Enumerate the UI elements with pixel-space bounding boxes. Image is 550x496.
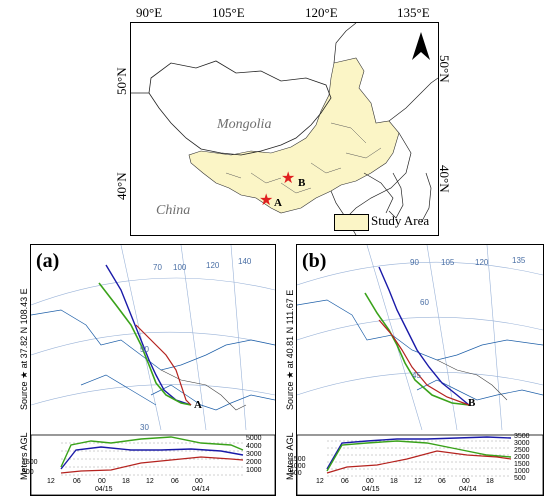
panel-b-date-1: 04/14 [459,486,477,493]
panel-b-ytick-left-0: 1500 [290,456,306,463]
agl-blue-b [326,436,512,470]
panel-b-point-label: B [468,397,476,409]
star-b-icon: ★ [281,170,296,187]
panel-a-ytick-right-1: 4000 [246,443,262,450]
panel-a-ytick-right-0: 5000 [246,435,262,442]
lat-label-left-40: 40°N [114,172,129,200]
china-label: China [156,203,191,218]
japan-outline [420,172,432,224]
panel-b-ytick-left-1: 1000 [290,463,306,470]
agl-red-b [326,450,512,474]
north-arrow-icon [410,30,432,62]
panel-a-grid-120: 120 [206,261,220,270]
panel-a [30,244,276,496]
panel-b-label: (b) [302,250,327,272]
panel-a-label: (a) [36,250,60,272]
agl-green-a [60,436,244,468]
panel-a-ytick-left-0: 1500 [22,459,38,466]
panel-a-svg [31,245,275,495]
panel-b-grid-45: 45 [412,371,421,380]
panel-b-ytick-right-1: 3000 [514,440,530,447]
panel-a-date-0: 04/15 [95,486,113,493]
panel-b-xtick-1: 06 [341,478,349,485]
panel-b-date-0: 04/15 [362,486,380,493]
panel-b-xtick-3: 18 [390,478,398,485]
panel-a-grid-70: 70 [153,263,162,272]
panel-a-ytick-right-2: 3000 [246,451,262,458]
panel-b-grid-120: 120 [475,258,489,267]
panel-b-xtick-4: 12 [414,478,422,485]
panel-a-xtick-0: 12 [47,478,55,485]
panel-b [296,244,544,496]
panel-b-svg [297,245,543,495]
trajectory-green-b [364,292,470,406]
panel-b-grid-135: 135 [512,256,526,265]
lon-label-105: 105°E [212,5,245,20]
panel-a-ytick-right-3: 2000 [246,459,262,466]
mongolia-label: Mongolia [217,117,272,132]
panel-b-ytick-right-0: 3500 [514,433,530,440]
korea-outline [388,172,404,219]
coastline [131,23,438,235]
panel-b-xtick-5: 06 [438,478,446,485]
study-area-legend-swatch [334,214,369,231]
panel-a-grid-30: 30 [140,423,149,432]
panel-a-source: Source ★ at 37.82 N 108.43 E [19,288,29,410]
trajectory-blue [105,264,192,406]
panel-b-grid-60: 60 [420,298,429,307]
panel-b-xtick-7: 18 [486,478,494,485]
panel-a-date-1: 04/14 [192,486,210,493]
panel-a-xtick-3: 18 [122,478,130,485]
point-a-label: A [274,197,282,209]
star-a-icon: ★ [259,192,274,209]
panel-a-xtick-6: 00 [195,478,203,485]
trajectory-red [135,324,192,406]
study-area-legend-label: Study Area [371,213,430,228]
lat-label-left-50: 50°N [114,67,129,95]
agl-red-a [60,456,244,474]
panel-a-grid-140: 140 [238,257,252,266]
panel-b-ytick-right-5: 1000 [514,468,530,475]
panel-b-xtick-2: 00 [366,478,374,485]
panel-a-ytick-left-1: 500 [22,469,34,476]
panel-a-xtick-5: 06 [171,478,179,485]
trajectory-green [98,282,192,406]
panel-a-grid-50: 50 [140,345,149,354]
panel-b-ytick-right-6: 500 [514,475,526,482]
mongolia-border [148,60,332,156]
panel-a-xtick-4: 12 [146,478,154,485]
trajectory-blue-b [378,266,470,406]
lon-label-135: 135°E [397,5,430,20]
panel-b-xtick-0: 12 [316,478,324,485]
panel-a-xtick-2: 00 [98,478,106,485]
panel-b-ytick-right-2: 2500 [514,447,530,454]
panel-b-ytick-right-4: 1500 [514,461,530,468]
panel-b-grid-105: 105 [441,258,455,267]
point-b-label: B [298,177,306,189]
panel-a-xtick-1: 06 [73,478,81,485]
lon-label-90: 90°E [136,5,163,20]
panel-b-ytick-left-2: 500 [290,470,302,477]
panel-b-grid-90: 90 [410,258,419,267]
province-borders [225,122,382,194]
panel-a-grid-100: 100 [173,263,187,272]
top-map-svg [131,23,438,235]
agl-blue-a [60,446,244,470]
panel-a-point-label: A [194,399,202,411]
study-area-region [188,57,400,214]
agl-green-b [326,440,512,472]
panel-a-ytick-right-4: 1000 [246,467,262,474]
lon-label-120: 120°E [305,5,338,20]
panel-b-ytick-right-3: 2000 [514,454,530,461]
panel-b-xtick-6: 00 [462,478,470,485]
trajectory-red-b [378,319,470,406]
panel-b-source: Source ★ at 40.81 N 111.67 E [285,289,295,410]
top-map-frame [130,22,439,236]
